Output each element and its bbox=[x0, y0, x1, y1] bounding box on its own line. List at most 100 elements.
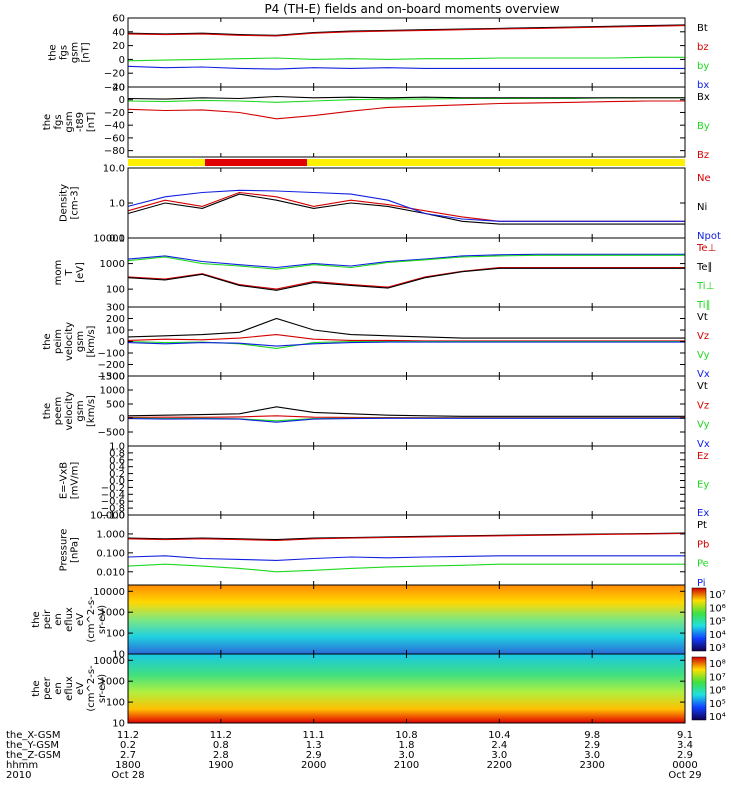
legend-Vz: Vz bbox=[697, 400, 709, 411]
y-tick-label: −1.0 bbox=[101, 511, 125, 522]
footer-row-label: the_Z-GSM bbox=[6, 750, 61, 761]
panel-fgs_gsm: 60 40 20 0 −20 −40 the fgs gsm [nT] Bt bz by bx bbox=[48, 14, 710, 94]
footer-value: 2.4 bbox=[491, 740, 507, 751]
footer-value: 3.4 bbox=[677, 740, 693, 751]
y-tick-label: 10.000 bbox=[90, 511, 125, 522]
colorbar-tick-label: 10⁴ bbox=[709, 712, 726, 723]
y-tick-label: 10000 bbox=[93, 587, 125, 598]
legend-Pt: Pt bbox=[697, 520, 707, 531]
footer-row-label: the_X-GSM bbox=[6, 730, 60, 741]
y-axis-label-line: mom bbox=[53, 260, 64, 286]
footer-value: 11.1 bbox=[303, 730, 325, 741]
footer-value: 10.8 bbox=[395, 730, 417, 741]
y-axis-label-line: [cm-3] bbox=[70, 186, 81, 219]
footer-value: 0.2 bbox=[120, 740, 136, 751]
y-axis-label-line: gsm bbox=[75, 331, 86, 352]
spectrogram-peer bbox=[128, 654, 685, 723]
y-tick-label: 1000 bbox=[100, 677, 125, 688]
y-tick-label: 1500 bbox=[100, 372, 125, 383]
footer-value: 1800 bbox=[115, 760, 140, 771]
panel-frame bbox=[127, 17, 686, 88]
panel-pressure: 10.000 1.000 0.100 0.010 Pressure [nPa] Pt Pb Pe… bbox=[59, 511, 710, 590]
footer-value: 1900 bbox=[208, 760, 233, 771]
y-tick-label: 500 bbox=[106, 400, 125, 411]
y-tick-label: 0.6 bbox=[109, 455, 125, 466]
y-axis-label-line: peim bbox=[53, 329, 64, 354]
panel-frame bbox=[127, 445, 686, 516]
y-axis-label-line: the bbox=[42, 114, 53, 130]
y-axis-label-line: the bbox=[48, 44, 59, 60]
y-axis-label-line: [mV/m] bbox=[70, 462, 81, 500]
footer-value: 0000 bbox=[672, 760, 697, 771]
footer-value: 2000 bbox=[301, 760, 326, 771]
mode-bar-fast-survey bbox=[205, 159, 307, 166]
y-axis-label-line: [eV] bbox=[75, 262, 86, 283]
y-axis-label-line: [km/s] bbox=[86, 395, 97, 427]
footer-value: 2.9 bbox=[677, 750, 693, 761]
series-Ti⊥ bbox=[127, 253, 685, 269]
y-axis-label-line: the bbox=[31, 611, 42, 627]
footer-value: 1.8 bbox=[399, 740, 415, 751]
legend-Pi: Pi bbox=[697, 578, 706, 589]
panel-temp: 10000 1000 100 mom T [eV] Te⊥ Te∥ Ti⊥ Ti∥ bbox=[53, 234, 716, 312]
legend-Bz: Bz bbox=[697, 150, 709, 161]
footer-value: 2.9 bbox=[584, 740, 600, 751]
legend-Vy: Vy bbox=[697, 420, 710, 431]
y-tick-label: 1.0 bbox=[109, 442, 125, 453]
legend-Vy: Vy bbox=[697, 350, 710, 361]
series-Vx bbox=[127, 417, 685, 423]
y-tick-label: 0 bbox=[119, 414, 125, 425]
y-tick-label: −80 bbox=[104, 146, 125, 157]
y-tick-label: −20 bbox=[104, 108, 125, 119]
legend-Ey: Ey bbox=[697, 480, 709, 491]
y-tick-label: 0.0 bbox=[109, 476, 125, 487]
y-axis-label-line: [nT] bbox=[81, 42, 92, 62]
footer-value: 2200 bbox=[487, 760, 512, 771]
y-tick-label: 40 bbox=[112, 27, 125, 38]
y-axis-label-line: peer bbox=[42, 676, 53, 700]
panel-peer: 10⁸ 10⁷ 10⁶ 10⁵ 10⁴ 10000 1000 100 10 the peer en ef… bbox=[31, 653, 726, 730]
colorbar-tick-label: 10⁷ bbox=[709, 590, 726, 601]
y-tick-label: 100 bbox=[106, 285, 125, 296]
footer-value: 9.8 bbox=[584, 730, 600, 741]
y-tick-label: 0.8 bbox=[109, 448, 125, 459]
colorbar-tick-label: 10⁸ bbox=[709, 659, 726, 670]
colorbar-tick-label: 10³ bbox=[709, 643, 726, 654]
y-tick-label: 1000 bbox=[100, 386, 125, 397]
legend-Vt: Vt bbox=[697, 381, 708, 392]
y-tick-label: 20 bbox=[112, 41, 125, 52]
footer-value: 3.0 bbox=[399, 750, 415, 761]
legend-bz: bz bbox=[697, 42, 709, 53]
series-Bt bbox=[127, 24, 686, 36]
legend-Npot: Npot bbox=[697, 231, 721, 242]
panel-frame bbox=[127, 375, 686, 447]
y-tick-label: −200 bbox=[98, 360, 125, 371]
y-axis-label-line: eV bbox=[75, 682, 86, 695]
y-tick-label: 1.0 bbox=[109, 199, 125, 210]
y-axis-label-line: Density bbox=[59, 184, 70, 222]
y-tick-label: −0.4 bbox=[101, 490, 125, 501]
y-tick-label: 1000 bbox=[100, 608, 125, 619]
y-tick-label: 0.4 bbox=[109, 462, 125, 473]
y-axis-label-line: fgs bbox=[53, 114, 64, 129]
footer-value: 9.1 bbox=[677, 730, 693, 741]
footer-value: 0.8 bbox=[213, 740, 229, 751]
y-tick-label: 1.000 bbox=[96, 529, 125, 540]
footer-row-label: the_Y-GSM bbox=[6, 740, 59, 751]
footer-value: 2100 bbox=[394, 760, 419, 771]
legend-Vx: Vx bbox=[697, 369, 710, 380]
y-axis-label-line: sr-eV) bbox=[97, 605, 108, 634]
legend-by: by bbox=[697, 61, 709, 72]
y-tick-label: 0.100 bbox=[96, 548, 125, 559]
legend-bx: bx bbox=[697, 80, 709, 91]
series-Npot bbox=[127, 189, 685, 222]
y-axis-label-line: peem bbox=[53, 397, 64, 425]
colorbar-tick-label: 10⁵ bbox=[709, 699, 726, 710]
y-axis-label-line: eV bbox=[75, 613, 86, 626]
y-tick-label: 100 bbox=[106, 698, 125, 709]
mode-bar-background bbox=[128, 159, 685, 166]
legend-Vt: Vt bbox=[697, 312, 708, 323]
footer-value: 2.8 bbox=[213, 750, 229, 761]
